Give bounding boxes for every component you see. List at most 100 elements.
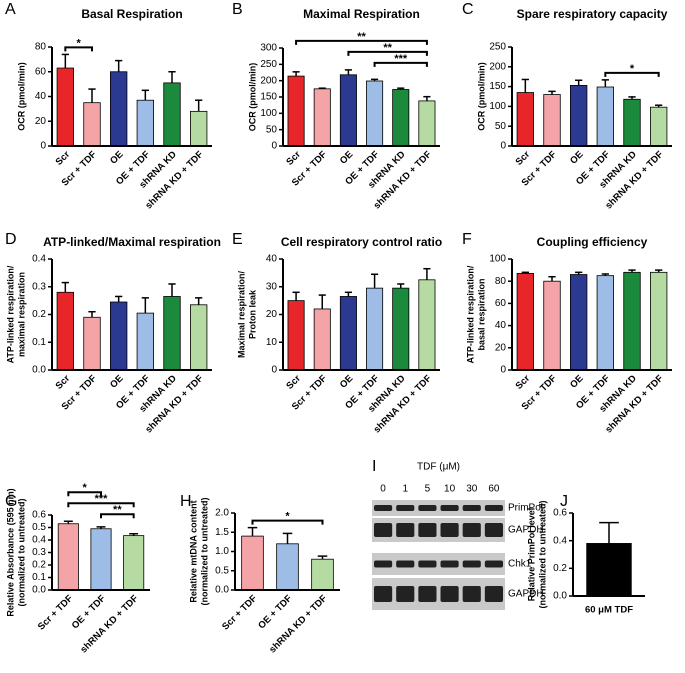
bar bbox=[241, 535, 264, 591]
error-bar bbox=[141, 89, 149, 101]
x-tick-label: OE bbox=[568, 149, 585, 166]
y-tick-label: 0.4 bbox=[553, 535, 567, 546]
y-tick-label: 60 bbox=[495, 298, 507, 309]
error-bar bbox=[628, 96, 636, 100]
error-bar bbox=[655, 104, 663, 108]
blot-band bbox=[396, 560, 415, 568]
y-tick-label: 0.2 bbox=[32, 309, 46, 320]
error-bar bbox=[168, 283, 176, 297]
y-axis-label: basal respiration bbox=[476, 278, 486, 350]
lane-label: 1 bbox=[402, 484, 408, 495]
blot-band bbox=[484, 505, 503, 511]
error-bar bbox=[397, 87, 405, 90]
blot-band bbox=[440, 505, 459, 511]
bar bbox=[189, 304, 208, 371]
blot-band bbox=[374, 560, 393, 568]
bar bbox=[56, 67, 74, 147]
significance-bracket: ** bbox=[347, 42, 428, 56]
y-tick-label: 0.2 bbox=[32, 560, 46, 571]
y-tick-label: 50 bbox=[266, 124, 278, 135]
significance-bracket: ** bbox=[100, 504, 135, 519]
y-tick-label: 60 bbox=[35, 66, 47, 77]
y-tick-label: 200 bbox=[260, 75, 277, 86]
bracket-line bbox=[64, 46, 93, 52]
significance-bracket: * bbox=[604, 63, 660, 77]
error-bar bbox=[601, 273, 609, 276]
blot-band bbox=[396, 523, 415, 537]
significance-bracket: *** bbox=[373, 53, 428, 67]
y-tick-label: 100 bbox=[489, 101, 506, 112]
lane-label: 10 bbox=[444, 484, 456, 495]
panel-letter: I bbox=[372, 458, 376, 475]
x-tick-label: Scr + TDF bbox=[220, 593, 259, 632]
y-tick-label: 80 bbox=[495, 276, 507, 287]
y-axis-label: OCR (pmol/min) bbox=[476, 62, 486, 131]
y-axis-label: Maximal respiration/ bbox=[236, 270, 246, 358]
y-tick-label: 20 bbox=[266, 309, 278, 320]
y-tick-label: 1.0 bbox=[215, 546, 229, 557]
bracket-line bbox=[373, 61, 428, 67]
error-bar bbox=[371, 273, 379, 289]
error-bar bbox=[282, 532, 293, 544]
bar bbox=[90, 528, 112, 591]
y-tick-label: 40 bbox=[35, 91, 47, 102]
y-axis-label: Relative PrimPol level bbox=[526, 508, 536, 602]
y-tick-label: 300 bbox=[260, 43, 277, 54]
error-bar bbox=[318, 294, 326, 309]
bar bbox=[516, 92, 534, 147]
panel-letter: G bbox=[5, 493, 17, 510]
error-bar bbox=[195, 99, 203, 112]
panel-title: ATP-linked/Maximal respiration bbox=[43, 235, 221, 249]
bar bbox=[56, 291, 74, 371]
y-axis-label: (normalized to untreated) bbox=[199, 497, 209, 605]
significance-bracket: * bbox=[251, 511, 324, 525]
y-tick-label: 40 bbox=[266, 254, 278, 265]
y-tick-label: 250 bbox=[489, 42, 506, 53]
x-tick-label: Scr bbox=[284, 149, 303, 168]
bracket-line bbox=[67, 491, 102, 497]
blot-band bbox=[418, 505, 437, 511]
bar bbox=[83, 102, 101, 147]
panel-title: Basal Respiration bbox=[81, 7, 182, 21]
blot-band bbox=[484, 560, 503, 568]
bar bbox=[543, 280, 561, 371]
bracket-line bbox=[295, 39, 428, 45]
error-bar bbox=[423, 95, 431, 101]
bar bbox=[543, 94, 561, 147]
bar bbox=[623, 98, 641, 147]
significance-label: *** bbox=[95, 493, 109, 505]
bar bbox=[313, 88, 331, 147]
error-bar bbox=[115, 59, 123, 72]
significance-bracket: * bbox=[67, 482, 102, 497]
panel-letter: B bbox=[232, 1, 243, 18]
x-tick-label: OE bbox=[108, 149, 125, 166]
x-tick-label: shRNA KD + TDF bbox=[78, 593, 140, 655]
error-bar bbox=[548, 276, 556, 282]
y-tick-label: 0.5 bbox=[32, 522, 46, 533]
bracket-line bbox=[347, 50, 428, 56]
bracket-line bbox=[604, 71, 660, 77]
bracket-line bbox=[251, 519, 324, 525]
error-bar bbox=[344, 69, 352, 75]
bar bbox=[276, 543, 299, 591]
y-tick-label: 0.0 bbox=[553, 591, 567, 602]
y-tick-label: 0.1 bbox=[32, 337, 46, 348]
blot-band bbox=[440, 523, 459, 537]
bar bbox=[392, 287, 410, 371]
bar bbox=[418, 279, 436, 371]
y-tick-label: 0.0 bbox=[32, 585, 46, 596]
bar bbox=[392, 89, 410, 147]
error-bar bbox=[575, 271, 583, 275]
x-tick-label: Scr bbox=[54, 373, 73, 392]
x-tick-label: OE bbox=[568, 373, 585, 390]
error-bar bbox=[61, 53, 69, 69]
error-bar bbox=[371, 78, 379, 81]
panel-letter: F bbox=[462, 231, 472, 248]
bar bbox=[83, 316, 101, 371]
error-bar bbox=[292, 71, 300, 77]
bar bbox=[623, 271, 641, 371]
error-bar bbox=[61, 281, 69, 293]
bar bbox=[339, 74, 357, 147]
y-tick-label: 250 bbox=[260, 59, 277, 70]
y-tick-label: 50 bbox=[495, 121, 507, 132]
